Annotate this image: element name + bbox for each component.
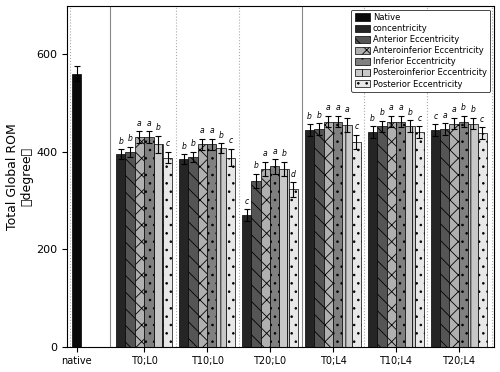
Bar xyxy=(154,144,163,347)
Bar xyxy=(468,124,477,347)
Bar xyxy=(252,181,260,347)
Bar xyxy=(342,125,351,347)
Text: b: b xyxy=(461,103,466,112)
Text: a: a xyxy=(344,105,350,114)
Bar xyxy=(431,130,440,347)
Bar xyxy=(324,122,333,347)
Bar xyxy=(216,148,226,347)
Bar xyxy=(226,158,235,347)
Text: a: a xyxy=(326,103,330,112)
Text: b: b xyxy=(190,140,196,148)
Bar xyxy=(260,169,270,347)
Bar xyxy=(163,158,172,347)
Bar xyxy=(377,126,386,347)
Text: a: a xyxy=(442,110,447,120)
Text: a: a xyxy=(336,103,340,112)
Text: c: c xyxy=(354,122,358,131)
Bar xyxy=(305,130,314,347)
Bar xyxy=(478,133,487,347)
Text: d: d xyxy=(291,170,296,179)
Bar xyxy=(116,154,126,347)
Bar xyxy=(135,137,144,347)
Text: b: b xyxy=(118,137,123,146)
Text: b: b xyxy=(408,108,412,117)
Text: a: a xyxy=(263,149,268,158)
Text: b: b xyxy=(307,112,312,121)
Bar xyxy=(414,132,424,347)
Text: b: b xyxy=(254,161,258,170)
Bar xyxy=(188,157,198,347)
Text: a: a xyxy=(452,105,456,114)
Text: b: b xyxy=(316,110,322,120)
Bar xyxy=(396,122,406,347)
Bar xyxy=(72,74,82,347)
Text: a: a xyxy=(389,103,394,112)
Bar xyxy=(386,122,396,347)
Text: b: b xyxy=(182,142,186,151)
Text: b: b xyxy=(128,135,132,144)
Bar xyxy=(440,129,450,347)
Text: b: b xyxy=(470,105,476,114)
Bar xyxy=(406,126,414,347)
Text: c: c xyxy=(166,140,170,148)
Y-axis label: Total Global ROM
（degree）: Total Global ROM （degree） xyxy=(6,123,34,230)
Bar xyxy=(314,129,324,347)
Bar xyxy=(242,215,252,347)
Bar xyxy=(198,144,207,347)
Text: b: b xyxy=(370,114,375,123)
Bar xyxy=(144,137,154,347)
Bar xyxy=(352,142,361,347)
Bar xyxy=(459,122,468,347)
Bar xyxy=(179,159,188,347)
Bar xyxy=(280,169,289,347)
Bar xyxy=(126,152,135,347)
Text: c: c xyxy=(417,114,422,123)
Bar xyxy=(207,144,216,347)
Text: c: c xyxy=(228,137,232,145)
Text: b: b xyxy=(282,149,286,158)
Text: c: c xyxy=(480,115,484,124)
Text: c: c xyxy=(244,197,249,206)
Bar xyxy=(368,132,377,347)
Bar xyxy=(450,124,459,347)
Text: a: a xyxy=(272,147,277,155)
Text: b: b xyxy=(156,123,160,132)
Text: c: c xyxy=(434,112,438,121)
Text: a: a xyxy=(146,119,151,128)
Legend: Native, concentricity, Anterior Eccentricity, Anteroinferior Eccentricity, Infer: Native, concentricity, Anterior Eccentri… xyxy=(352,10,490,92)
Text: b: b xyxy=(218,131,224,140)
Text: a: a xyxy=(210,126,214,135)
Bar xyxy=(333,122,342,347)
Text: a: a xyxy=(137,119,142,128)
Text: a: a xyxy=(200,126,204,135)
Text: b: b xyxy=(380,108,384,117)
Bar xyxy=(270,166,280,347)
Bar xyxy=(289,189,298,347)
Text: a: a xyxy=(398,103,403,112)
